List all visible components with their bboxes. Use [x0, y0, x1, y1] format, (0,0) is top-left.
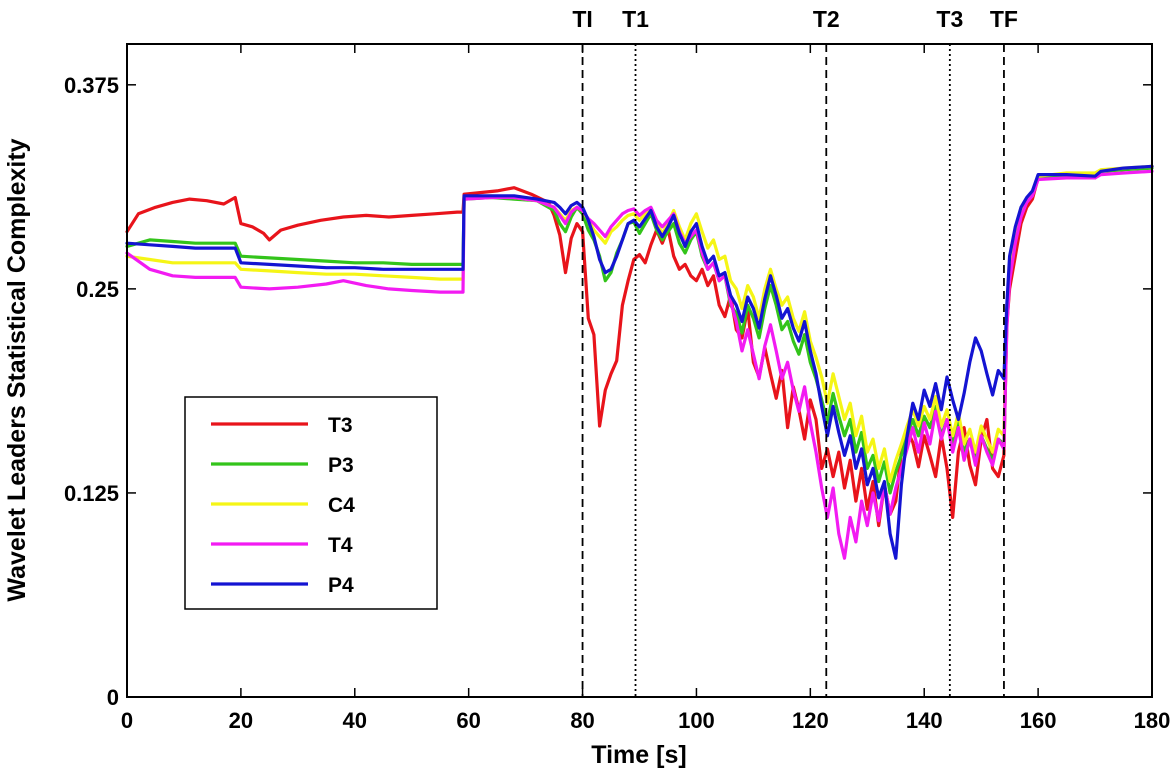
- x-tick-label: 140: [906, 708, 943, 733]
- x-tick-label: 160: [1020, 708, 1057, 733]
- x-tick-label: 180: [1134, 708, 1171, 733]
- series-group: [125, 164, 1154, 560]
- legend-label-p4: P4: [328, 574, 354, 597]
- y-tick-label: 0: [107, 685, 119, 710]
- x-tick-label: 0: [121, 708, 133, 733]
- y-axis-title: Wavelet Leaders Statistical Complexity: [3, 138, 31, 601]
- x-tick-label: 100: [678, 708, 715, 733]
- legend-label-t4: T4: [328, 534, 353, 557]
- event-marker-label-t1: T1: [622, 6, 649, 32]
- x-tick-label: 40: [343, 708, 367, 733]
- y-axis-ticks: 0 0.125 0.25 0.375: [64, 73, 1152, 710]
- series-line-p4: [125, 164, 1154, 560]
- legend: T3 P3 C4 T4 P4: [184, 396, 438, 610]
- x-axis-ticks: 0 20 40 60 80 100 120 140 160 180: [121, 44, 1170, 733]
- x-tick-label: 60: [456, 708, 480, 733]
- y-tick-label: 0.375: [64, 73, 119, 98]
- series-line-t4: [125, 169, 1154, 560]
- x-tick-label: 20: [229, 708, 253, 733]
- legend-label-t3: T3: [328, 414, 353, 437]
- x-tick-label: 80: [570, 708, 594, 733]
- legend-label-c4: C4: [328, 494, 355, 517]
- x-tick-label: 120: [792, 708, 829, 733]
- y-tick-label: 0.25: [76, 277, 119, 302]
- event-marker-label-ti: TI: [572, 6, 592, 32]
- y-tick-label: 0.125: [64, 481, 119, 506]
- event-markers-group: TI T1 T2 T3 TF: [572, 6, 1018, 697]
- event-marker-label-t2: T2: [813, 6, 840, 32]
- x-axis-title: Time [s]: [591, 741, 686, 769]
- event-marker-label-tf: TF: [990, 6, 1018, 32]
- event-marker-label-t3: T3: [936, 6, 963, 32]
- legend-label-p3: P3: [328, 454, 354, 477]
- plot-frame: [126, 43, 1153, 698]
